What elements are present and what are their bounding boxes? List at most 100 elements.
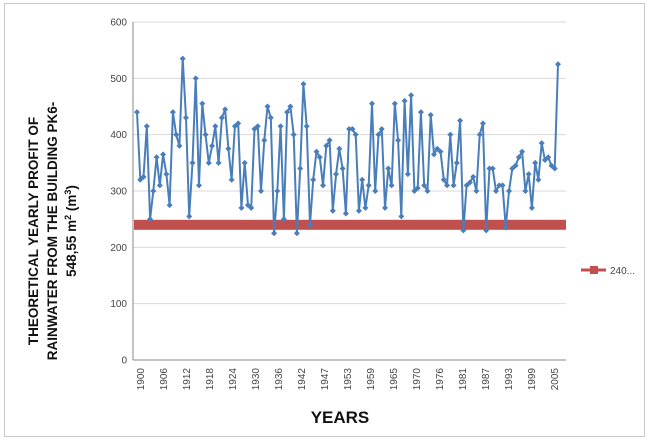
data-point [362,204,369,211]
x-tick-label: 1953 [343,368,354,391]
data-point [140,173,147,180]
data-point [437,148,444,155]
y-tick-label: 600 [110,18,127,29]
series-line [136,57,559,235]
x-tick-label: 1999 [527,368,538,391]
data-point [297,165,304,172]
x-tick-label: 1947 [320,368,331,391]
data-point [401,97,408,104]
data-point [509,165,516,172]
x-tick-label: 1900 [136,368,147,391]
data-point [430,151,437,158]
legend-label: 240... [610,266,635,277]
data-point [313,148,320,155]
data-point [411,188,418,194]
x-axis-ticks: 1900 1906 1912 1918 1924 1930 1936 1942 1947 1953… [136,368,561,391]
data-point [349,126,356,133]
data-point [248,204,255,211]
x-tick-label: 1987 [481,368,492,391]
data-point [254,123,261,130]
series-markers [134,55,561,237]
y-axis-title-line-1: THEORETICAL YEARLY PROFIT OF [26,117,41,345]
data-point [434,145,441,152]
data-point [218,114,225,121]
data-point [522,188,529,194]
data-point [548,162,555,169]
data-point [414,185,421,192]
data-point [271,230,278,237]
data-point [496,182,503,189]
data-point [258,188,265,194]
y-title-sup: 2 [63,215,73,220]
data-point [215,159,222,166]
x-tick-label: 2005 [550,368,561,391]
data-point [150,188,157,194]
x-tick-label: 1959 [366,368,377,391]
data-point [545,154,552,161]
y-axis-title-line-3: 548,55 m2 (m3) [63,185,79,277]
x-tick-label: 1965 [389,368,400,391]
data-point [134,109,140,116]
data-point [486,165,493,172]
data-point [137,176,144,183]
data-point [280,216,287,223]
data-point [160,151,167,158]
x-tick-label: 1924 [228,368,239,391]
data-point [222,106,229,113]
data-point [375,131,382,138]
data-point [163,171,170,178]
data-point [532,159,539,166]
y-tick-label: 300 [110,187,127,198]
data-point [499,182,506,189]
data-point [192,75,199,82]
data-point [212,123,219,130]
data-point [385,165,392,172]
data-point [538,140,545,147]
x-tick-label: 1993 [504,368,515,391]
data-point [143,123,150,130]
data-point [489,165,496,172]
data-point [551,165,558,172]
data-point [447,131,454,138]
threshold-line [134,219,566,230]
data-point [352,131,359,138]
y-tick-label: 500 [110,74,127,85]
data-point [417,109,424,116]
data-point [483,227,490,234]
data-point [267,114,274,121]
y-title-part: 548,55 m [64,220,79,277]
data-point [320,182,327,189]
x-tick-label: 1942 [297,368,308,391]
data-point [421,182,428,189]
data-point [395,137,402,144]
data-point [470,173,477,180]
data-point [519,148,526,155]
data-point [238,204,245,211]
data-point [199,100,206,107]
data-point [555,61,561,68]
y-title-sup: 3 [63,190,73,195]
data-point [382,204,389,211]
x-tick-label: 1936 [274,368,285,391]
data-point [310,176,317,183]
data-point [372,188,379,194]
data-point [388,182,395,189]
data-point [440,176,447,183]
data-point [457,117,464,124]
y-tick-label: 0 [121,356,127,367]
data-point [398,213,405,220]
data-point [515,154,522,161]
data-point [404,171,411,178]
data-point [261,137,268,144]
data-point [466,179,473,186]
data-point [228,176,235,183]
x-tick-label: 1981 [458,368,469,391]
data-point [202,131,209,138]
data-point [479,120,486,127]
data-point [355,207,362,214]
data-point [342,210,349,217]
data-point [365,182,372,189]
data-point [173,131,180,138]
data-point [196,182,203,189]
